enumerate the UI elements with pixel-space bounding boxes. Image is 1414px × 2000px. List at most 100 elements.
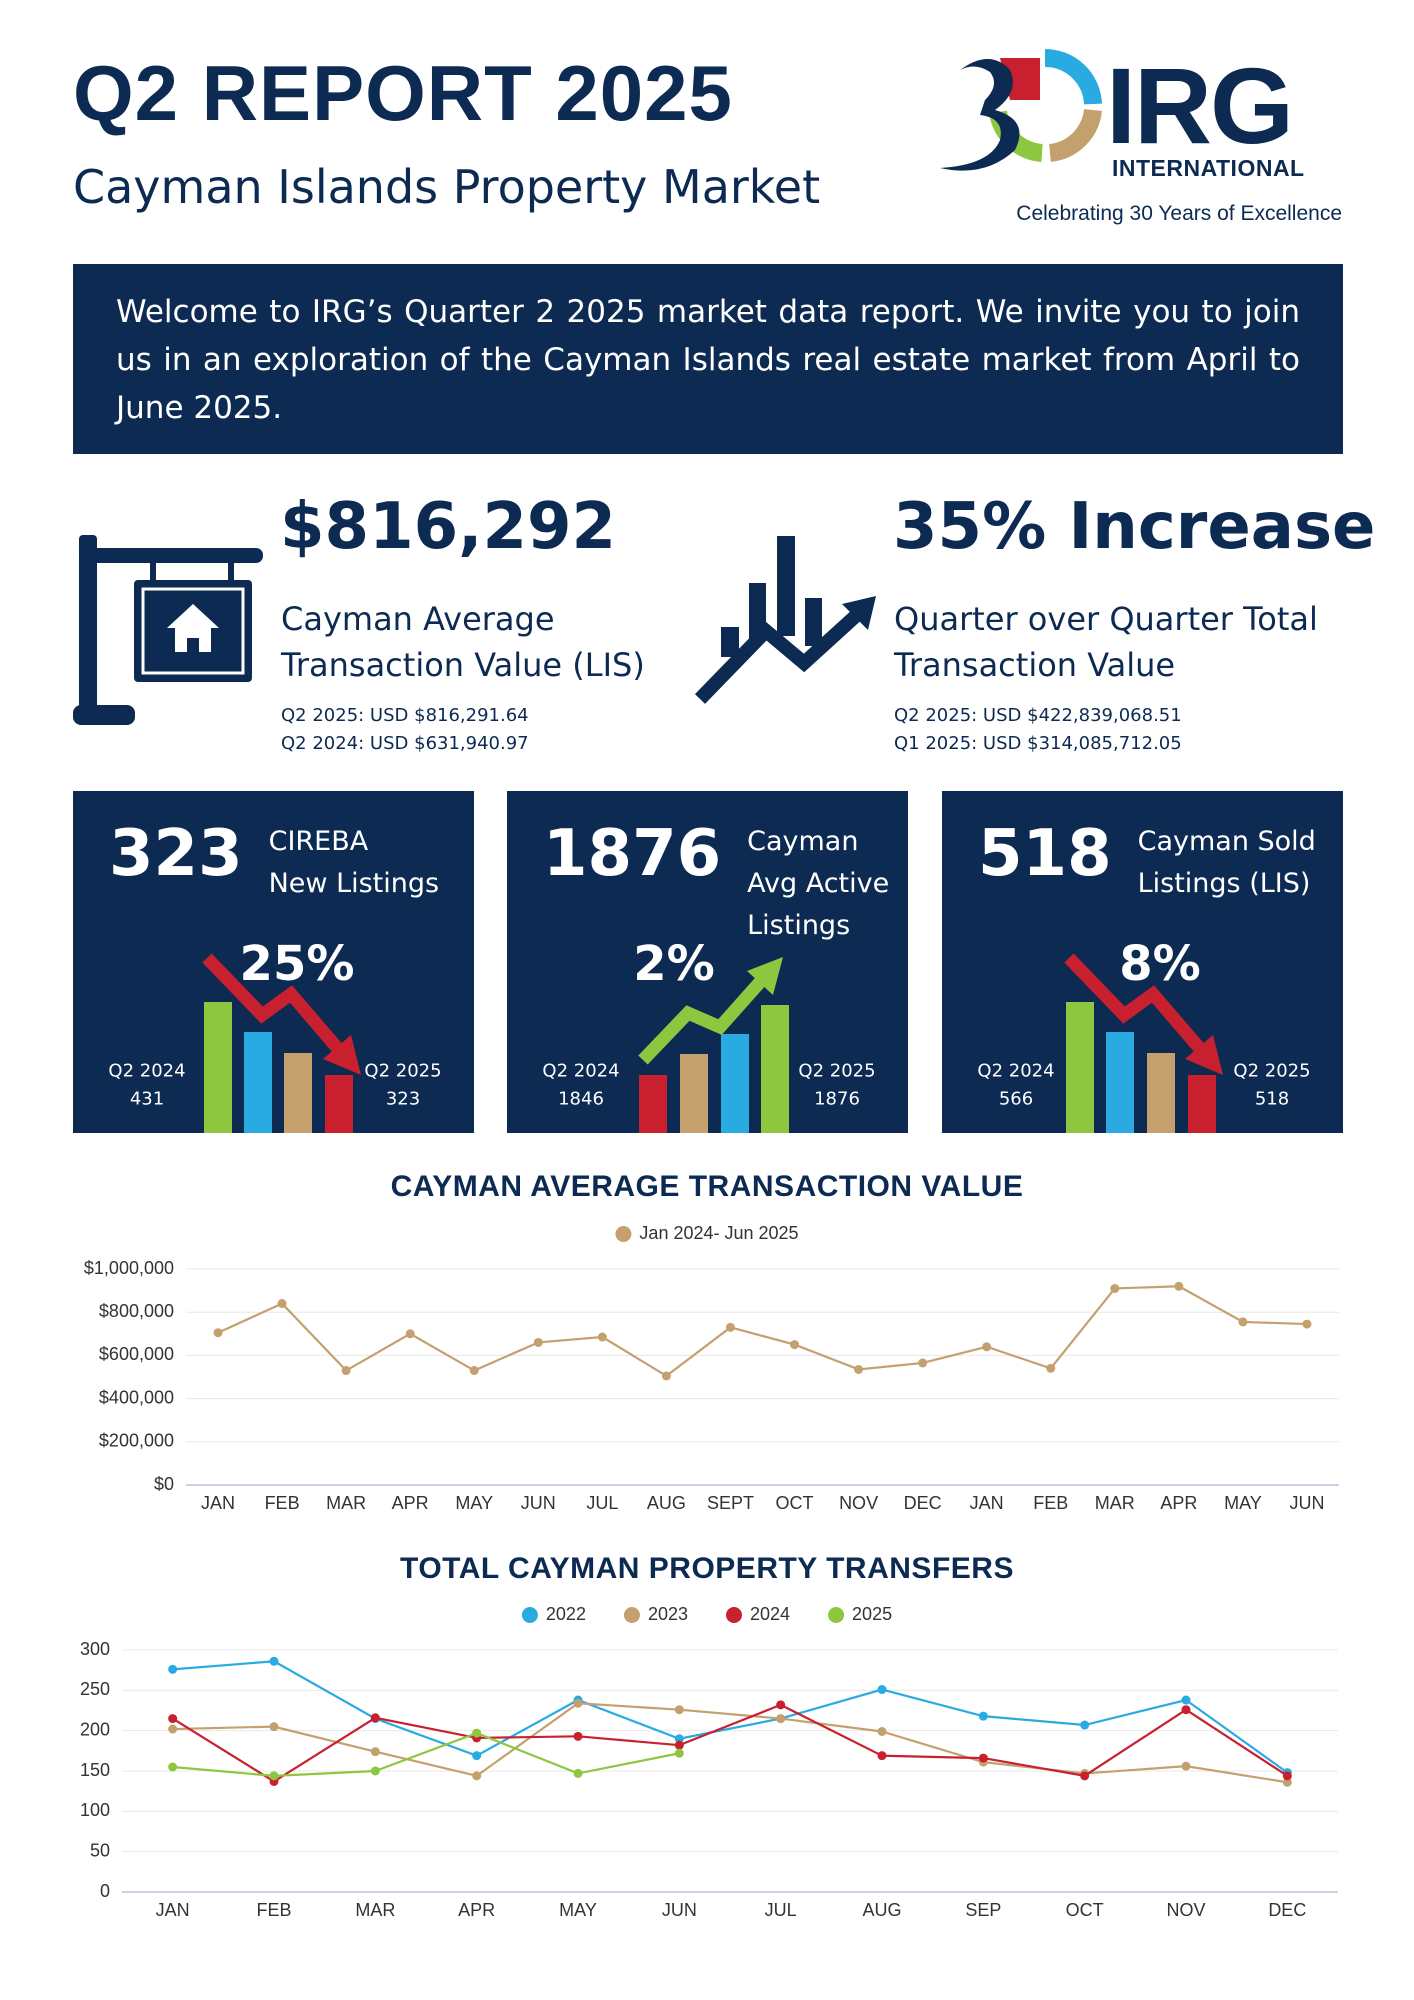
card-to-label: Q2 2025 bbox=[798, 1060, 876, 1082]
decor-bar bbox=[284, 1053, 312, 1133]
card-label-line: Cayman bbox=[747, 826, 859, 857]
data-point bbox=[661, 1371, 671, 1381]
data-point bbox=[341, 1366, 351, 1376]
chart-title: CAYMAN AVERAGE TRANSACTION VALUE bbox=[391, 1170, 1024, 1203]
stat-label: Quarter over Quarter Total Transaction Va… bbox=[894, 596, 1318, 688]
card-value: 323 bbox=[109, 817, 243, 891]
y-tick-label: 0 bbox=[100, 1881, 110, 1901]
legend-label: 2023 bbox=[648, 1604, 688, 1624]
data-point bbox=[405, 1329, 415, 1339]
trend-arrow bbox=[202, 953, 344, 1055]
card-graphic bbox=[1064, 953, 1223, 1133]
card-from-value: 1846 bbox=[558, 1088, 604, 1110]
data-point bbox=[790, 1340, 800, 1350]
report-title: Q2 REPORT 2025 bbox=[73, 49, 733, 137]
legend-item: 2024 bbox=[726, 1604, 790, 1624]
data-point bbox=[1238, 1317, 1248, 1327]
x-tick-label: JAN bbox=[970, 1493, 1004, 1513]
x-tick-label: APR bbox=[458, 1900, 495, 1920]
x-tick-label: NOV bbox=[839, 1493, 878, 1513]
x-tick-label: FEB bbox=[256, 1900, 291, 1920]
stat-details: Q2 2025: USD $422,839,068.51 Q1 2025: USD… bbox=[894, 702, 1182, 758]
x-tick-label: MAY bbox=[455, 1493, 493, 1513]
data-point bbox=[1181, 1761, 1191, 1771]
series-line bbox=[172, 1703, 1288, 1783]
stat-headline: $816,292 bbox=[280, 490, 617, 564]
y-tick-label: $800,000 bbox=[99, 1301, 174, 1321]
intro-text: Welcome to IRG’s Quarter 2 2025 market d… bbox=[73, 264, 1343, 454]
legend: Jan 2024- Jun 2025 bbox=[615, 1223, 799, 1243]
card-value: 1876 bbox=[543, 817, 722, 891]
data-point bbox=[1080, 1720, 1090, 1730]
data-point bbox=[469, 1366, 479, 1376]
card-label-line: Cayman Sold bbox=[1137, 826, 1316, 857]
x-tick-label: MAR bbox=[326, 1493, 366, 1513]
trend-arrow bbox=[1064, 953, 1206, 1055]
data-point bbox=[978, 1711, 988, 1721]
data-point bbox=[168, 1724, 178, 1734]
x-tick-label: NOV bbox=[1166, 1900, 1205, 1920]
card-label-line: Listings bbox=[747, 910, 851, 941]
x-tick-label: JUN bbox=[521, 1493, 556, 1513]
decor-bar bbox=[761, 1005, 789, 1133]
card-top: 323 CIREBA New Listings bbox=[109, 819, 439, 905]
y-tick-label: 250 bbox=[80, 1679, 110, 1699]
data-point bbox=[1181, 1695, 1191, 1705]
report-subtitle: Cayman Islands Property Market bbox=[73, 160, 821, 214]
x-tick-label: AUG bbox=[647, 1493, 686, 1513]
card-change: 2% bbox=[633, 936, 715, 992]
data-point bbox=[725, 1322, 735, 1332]
data-point bbox=[877, 1726, 887, 1736]
data-point bbox=[674, 1748, 684, 1758]
series-line bbox=[172, 1660, 1288, 1774]
x-tick-label: AUG bbox=[862, 1900, 901, 1920]
data-point bbox=[1080, 1771, 1090, 1781]
stat-headline: 35% Increase bbox=[893, 490, 1376, 564]
card-value: 518 bbox=[978, 817, 1112, 891]
x-tick-label: APR bbox=[1160, 1493, 1197, 1513]
data-point bbox=[277, 1299, 287, 1309]
legend-swatch bbox=[623, 1607, 640, 1623]
logo-emblem bbox=[940, 48, 1102, 171]
data-point bbox=[1282, 1771, 1292, 1781]
stat-card: 1876 Cayman Avg Active Listings 2% Q2 2024 184… bbox=[507, 791, 908, 1133]
data-point bbox=[168, 1664, 178, 1674]
y-tick-label: 300 bbox=[80, 1639, 110, 1659]
data-point bbox=[472, 1751, 482, 1761]
trend-arrow-head bbox=[323, 1035, 361, 1075]
decor-bar bbox=[244, 1032, 272, 1133]
y-tick-label: 50 bbox=[90, 1840, 110, 1860]
x-tick-label: OCT bbox=[1066, 1900, 1104, 1920]
card-label-line: Listings (LIS) bbox=[1137, 868, 1311, 899]
card-to-value: 323 bbox=[385, 1088, 421, 1110]
legend-item: 2022 bbox=[521, 1604, 586, 1624]
x-tick-label: DEC bbox=[904, 1493, 942, 1513]
legend-label: Jan 2024- Jun 2025 bbox=[639, 1223, 798, 1243]
chart-title: TOTAL CAYMAN PROPERTY TRANSFERS bbox=[400, 1552, 1014, 1585]
x-tick-label: MAR bbox=[355, 1900, 395, 1920]
data-point bbox=[269, 1722, 279, 1732]
data-point bbox=[1046, 1363, 1056, 1373]
legend-swatch bbox=[615, 1226, 632, 1242]
stat-detail: Q2 2024: USD $631,940.97 bbox=[281, 733, 529, 754]
x-tick-label: JUL bbox=[765, 1900, 797, 1920]
y-tick-label: 150 bbox=[80, 1760, 110, 1780]
stat-detail: Q2 2025: USD $422,839,068.51 bbox=[894, 705, 1182, 726]
legend-swatch bbox=[521, 1607, 538, 1623]
card-label-line: Avg Active bbox=[747, 868, 890, 899]
x-tick-label: DEC bbox=[1268, 1900, 1306, 1920]
card-graphic bbox=[638, 957, 789, 1133]
card-to-value: 518 bbox=[1254, 1088, 1290, 1110]
data-point bbox=[168, 1762, 178, 1772]
data-point bbox=[674, 1705, 684, 1715]
decor-bar bbox=[1147, 1053, 1175, 1133]
card-from-value: 431 bbox=[129, 1088, 165, 1110]
trend-arrow-head bbox=[747, 957, 783, 995]
logo-tagline: Celebrating 30 Years of Excellence bbox=[1016, 202, 1342, 225]
card-label: Cayman Sold Listings (LIS) bbox=[1138, 819, 1316, 905]
data-point bbox=[877, 1685, 887, 1695]
data-point bbox=[370, 1747, 380, 1757]
card-change: 25% bbox=[239, 936, 355, 992]
